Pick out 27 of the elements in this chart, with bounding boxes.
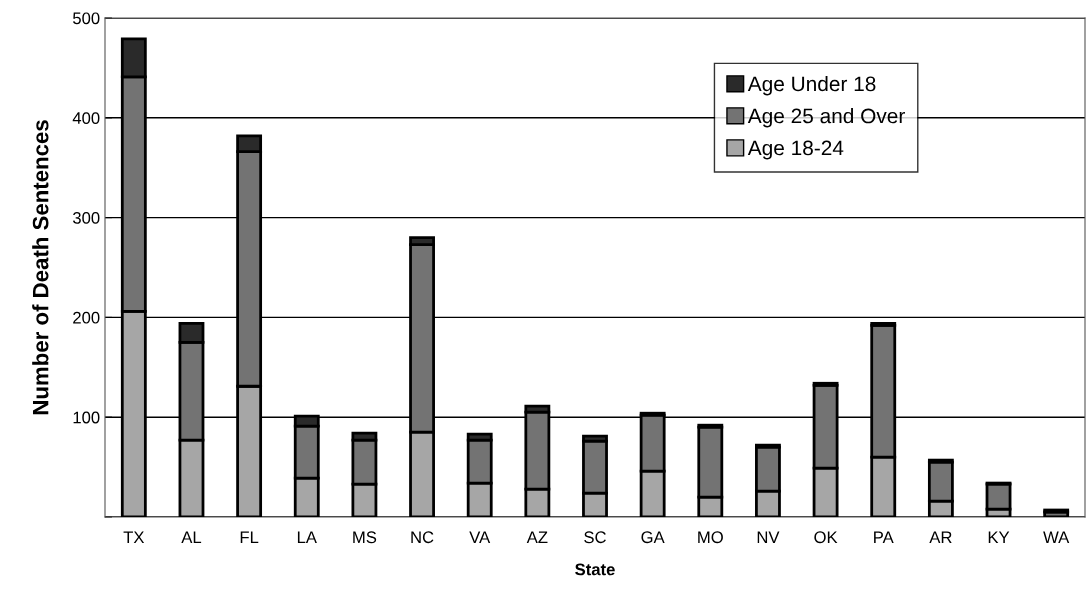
x-tick-label: AR bbox=[929, 531, 952, 543]
x-tick-label: NC bbox=[411, 531, 434, 544]
legend-label: Age 18-24 bbox=[747, 140, 844, 160]
y-tick-label: 500 bbox=[73, 12, 100, 25]
legend-label: Age 25 and Over bbox=[747, 107, 905, 128]
x-tick-label: OK bbox=[814, 531, 838, 544]
x-tick-label: LA bbox=[297, 531, 317, 543]
x-tick-label: WA bbox=[1043, 531, 1070, 543]
x-tick-label: NV bbox=[757, 531, 780, 543]
x-tick-label: MO bbox=[698, 531, 723, 544]
x-tick-label: PA bbox=[874, 531, 894, 543]
y-tick-label: 100 bbox=[73, 411, 100, 424]
x-tick-label: MS bbox=[353, 531, 377, 544]
y-axis-title: Number of Death Sentences bbox=[32, 120, 49, 415]
x-tick-label: TX bbox=[123, 531, 145, 543]
x-tick-label: KY bbox=[988, 531, 1010, 543]
x-tick-label: FL bbox=[240, 531, 259, 543]
y-tick-label: 400 bbox=[72, 112, 100, 124]
x-tick-label: AL bbox=[181, 531, 202, 543]
x-tick-label: AZ bbox=[526, 531, 548, 543]
x-tick-label: GA bbox=[641, 531, 665, 544]
x-tick-label: VA bbox=[469, 531, 491, 543]
x-axis-title: State bbox=[575, 563, 615, 576]
x-tick-label: SC bbox=[584, 531, 606, 544]
legend-label: Age Under 18 bbox=[747, 75, 876, 96]
y-tick-label: 200 bbox=[73, 311, 100, 324]
y-tick-label: 300 bbox=[72, 212, 100, 224]
